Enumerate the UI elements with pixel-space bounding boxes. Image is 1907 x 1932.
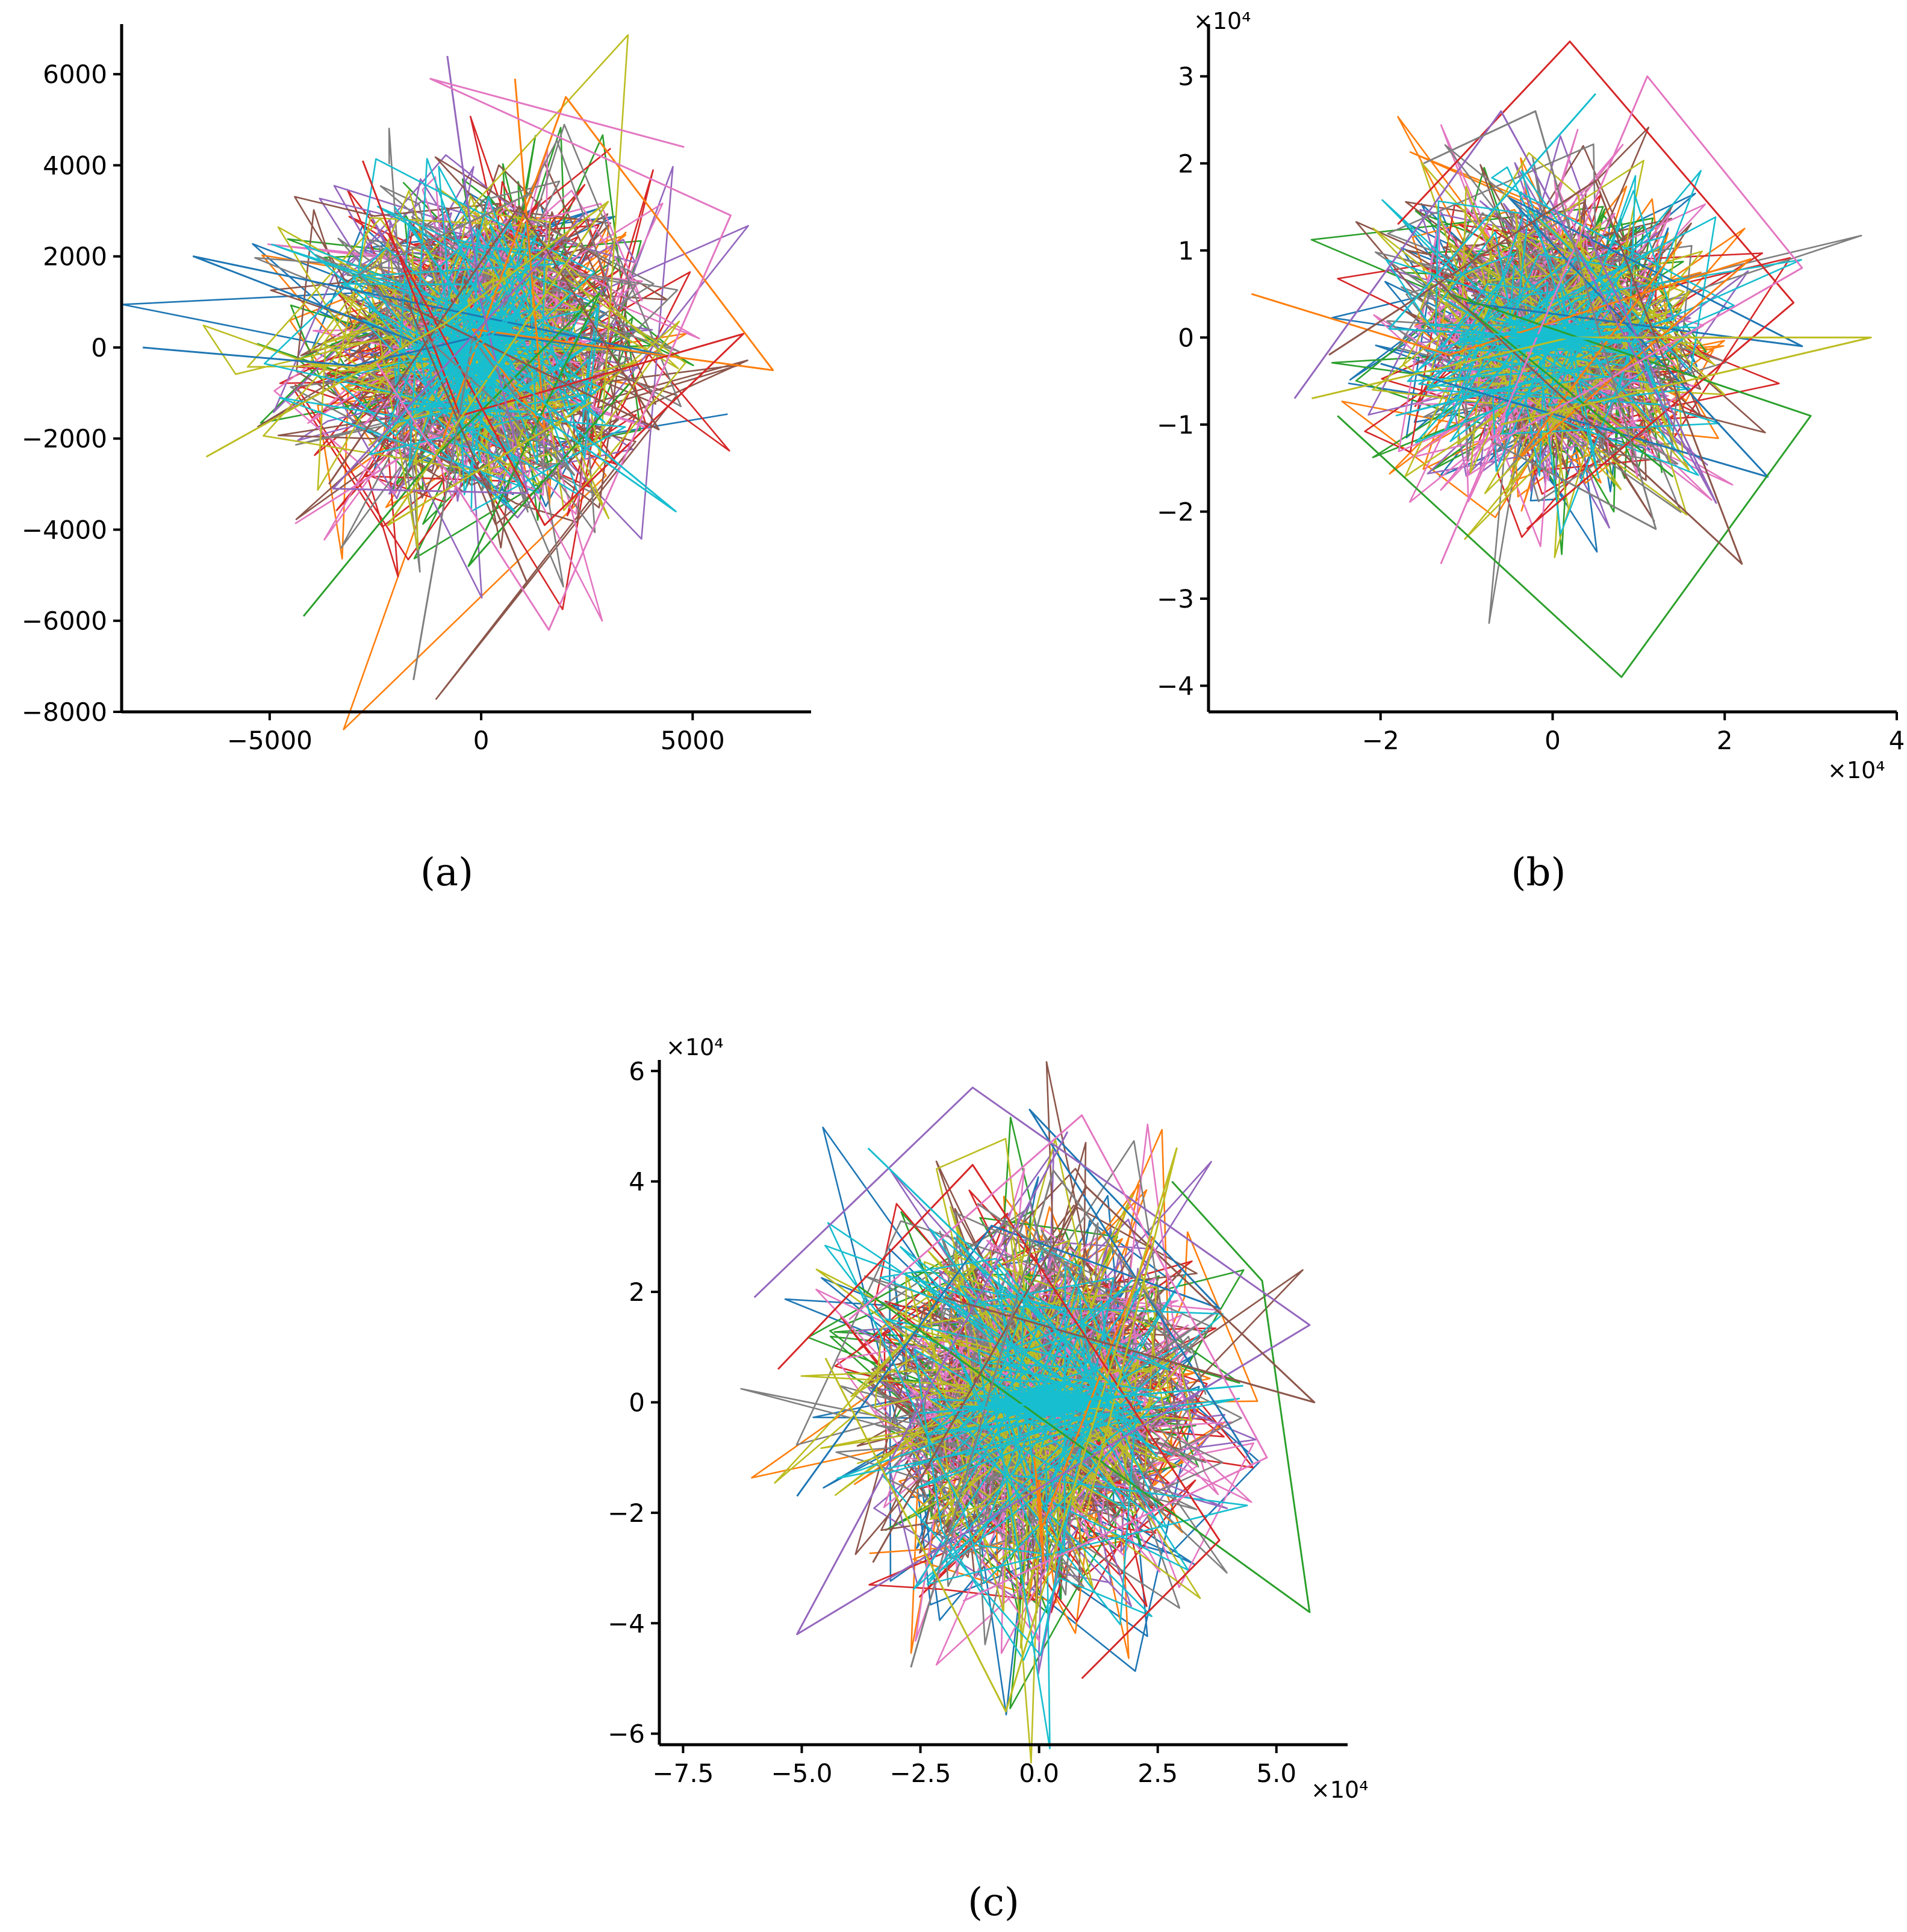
panel-b-series-s4 <box>1293 110 1717 504</box>
panel-b-x-tick-label: 0 <box>1545 726 1561 755</box>
panel-c-series-s7 <box>910 1169 1192 1668</box>
panel-a-y-tick-label: −6000 <box>22 606 107 636</box>
panel-c-x-tick-label: −2.5 <box>890 1759 951 1788</box>
panel-b-y-tick-label: −2 <box>1157 497 1194 527</box>
panel-a-series-s7 <box>357 192 576 681</box>
panel-c-series-s0 <box>796 1109 1254 1497</box>
panel-b: −2 0 2 4 −4 −3 −2 −1 0 1 2 3 ×10⁴ ×10⁴ (b) <box>1157 8 1905 895</box>
panel-c-y-tick-label: 2 <box>629 1277 645 1307</box>
panel-b-series-s8 <box>1311 336 1872 426</box>
panel-c-series-s2 <box>858 1180 1311 1613</box>
panel-c-y-tick-label: −2 <box>608 1498 645 1528</box>
panel-c-series-s6 <box>848 1114 1268 1602</box>
panel-c-y-tick-label: −4 <box>608 1609 645 1638</box>
panel-c-x-tick-label: −5.0 <box>771 1759 832 1788</box>
panel-b-series-s5 <box>1328 179 1743 565</box>
panel-c-y-tick-label: 6 <box>629 1056 645 1086</box>
panel-b-series-s7 <box>1423 110 1657 530</box>
panel-b-series-s1 <box>1251 241 1752 461</box>
panel-b-y-tick-label: 3 <box>1178 62 1194 92</box>
panel-b-y-tick-label: 2 <box>1178 149 1194 178</box>
panel-c-x-multiplier: ×10⁴ <box>1311 1777 1368 1803</box>
panel-a-y-tick-label: −4000 <box>22 515 107 544</box>
panel-b-x-multiplier: ×10⁴ <box>1828 757 1885 784</box>
panel-a-y-tick-label: 0 <box>91 333 107 363</box>
panel-a: −5000 0 5000 −8000 −6000 −4000 −2000 0 2000 4000 6… <box>22 24 811 895</box>
panel-a-series-s3 <box>361 160 745 526</box>
panel-c-y-tick-label: −6 <box>608 1719 645 1749</box>
panel-c-x-tick-label: 2.5 <box>1137 1759 1178 1788</box>
panel-c-series-s8 <box>824 1147 1178 1713</box>
panel-c-y-multiplier: ×10⁴ <box>666 1034 723 1061</box>
panel-a-ticks: −5000 0 5000 −8000 −6000 −4000 −2000 0 2000 4000 6… <box>22 60 725 755</box>
panel-b-y-multiplier: ×10⁴ <box>1193 8 1251 34</box>
panel-b-series-s2 <box>1337 293 1812 678</box>
panel-b-y-tick-label: 0 <box>1178 323 1194 352</box>
panel-b-series-s9 <box>1388 93 1640 343</box>
panel-b-y-tick-label: −3 <box>1157 584 1194 614</box>
panel-c-y-tick-label: 0 <box>629 1388 645 1418</box>
panel-c-ticks: −7.5 −5.0 −2.5 0.0 2.5 5.0 −6 −4 −2 0 2 4 6 <box>608 1056 1296 1788</box>
panel-c-series-s4 <box>753 1086 1311 1636</box>
panel-c-series-s3 <box>777 1164 1221 1680</box>
panel-a-y-tick-label: 6000 <box>43 60 107 89</box>
panel-a-series-s9 <box>417 305 677 513</box>
panel-b-x-tick-label: 2 <box>1717 726 1733 755</box>
panel-a-series-s6 <box>375 78 732 631</box>
panel-b-y-tick-label: 1 <box>1178 236 1194 266</box>
plot-a-lines <box>122 34 774 731</box>
panel-c-x-tick-label: 0.0 <box>1019 1759 1059 1788</box>
panel-c: −7.5 −5.0 −2.5 0.0 2.5 5.0 −6 −4 −2 0 2 4 6 ×10⁴ ×10… <box>608 1034 1368 1925</box>
panel-c-series-s9 <box>867 1147 1243 1415</box>
panel-b-x-tick-label: −2 <box>1362 726 1399 755</box>
panel-c-series-s5 <box>872 1186 1316 1563</box>
panel-b-series-s3 <box>1397 40 1795 530</box>
panel-a-series-s2 <box>302 291 630 617</box>
panel-b-y-tick-label: −4 <box>1157 672 1194 701</box>
panel-a-series-s4 <box>332 55 583 494</box>
panel-b-x-tick-label: 4 <box>1889 726 1905 755</box>
panel-a-cloud-series-9 <box>263 158 626 514</box>
plot-c-lines <box>740 1061 1316 1764</box>
panel-c-y-tick-label: 4 <box>629 1167 645 1197</box>
panel-c-series-s1 <box>1033 1236 1154 1569</box>
plot-b-lines <box>1251 40 1872 678</box>
panel-a-y-tick-label: −8000 <box>22 697 107 727</box>
panel-a-series-s0 <box>142 255 673 367</box>
panel-b-ticks: −2 0 2 4 −4 −3 −2 −1 0 1 2 3 <box>1157 62 1905 755</box>
panel-b-y-tick-label: −1 <box>1157 410 1194 440</box>
panel-c-x-tick-label: 5.0 <box>1256 1759 1296 1788</box>
panel-a-caption: (a) <box>420 850 473 895</box>
panel-a-series-s8 <box>205 201 609 526</box>
panel-a-y-tick-label: 4000 <box>43 151 107 180</box>
panel-c-x-tick-label: −7.5 <box>652 1759 714 1788</box>
panel-c-caption: (c) <box>968 1880 1019 1925</box>
panel-a-y-tick-label: 2000 <box>43 242 107 272</box>
panel-a-x-tick-label: 0 <box>473 726 490 755</box>
panel-a-y-tick-label: −2000 <box>22 424 107 453</box>
panel-a-x-tick-label: −5000 <box>227 726 313 755</box>
panel-c-cloud-series-9 <box>824 1222 1248 1750</box>
panel-a-x-tick-label: 5000 <box>661 726 725 755</box>
panel-b-series-s6 <box>1440 75 1803 564</box>
panel-b-caption: (b) <box>1511 850 1566 895</box>
panel-a-series-s5 <box>328 205 660 585</box>
